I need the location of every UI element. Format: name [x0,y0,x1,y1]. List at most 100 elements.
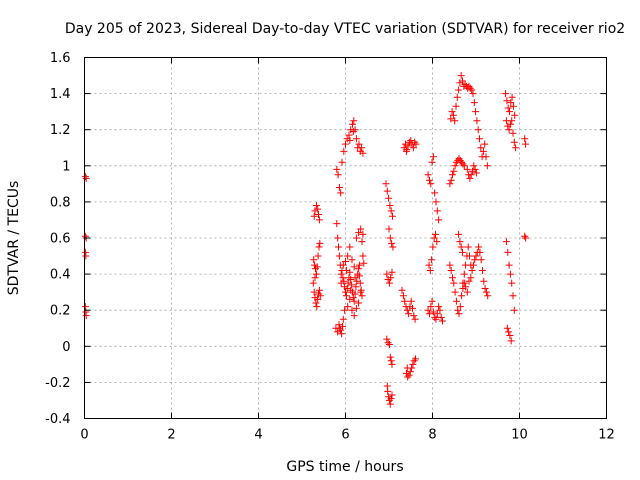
data-point [465,277,473,285]
data-point [383,270,391,278]
data-point [315,243,323,251]
data-point [340,147,348,155]
data-point [81,173,89,181]
data-point [382,180,390,188]
data-point [399,292,407,300]
data-point [433,310,441,318]
data-point [479,147,487,155]
data-point [467,274,475,282]
data-point [349,128,357,135]
y-tick-label: 0.8 [50,195,71,210]
data-point [349,294,357,302]
data-point [313,303,321,311]
data-point [464,243,472,251]
data-point [460,279,468,287]
data-point [412,140,420,148]
data-point [409,144,417,152]
data-point [450,167,458,175]
data-point [436,306,444,314]
y-tick-label: 1 [62,159,70,174]
data-point [343,285,351,292]
data-point [463,165,471,173]
data-point [347,286,355,294]
data-point [405,310,413,318]
data-point [466,252,473,260]
data-point [455,86,463,94]
data-point [348,256,356,264]
data-point [383,382,391,390]
data-point [81,232,89,240]
data-point [508,93,516,101]
data-point [459,160,467,168]
data-point [355,140,363,148]
data-point [346,295,354,303]
data-point [481,140,489,148]
data-point [404,373,412,381]
data-point [398,286,406,294]
data-point [402,147,410,155]
data-point [337,326,345,334]
data-point [316,239,324,247]
data-point [337,279,345,287]
data-point [468,267,476,274]
data-point [355,265,363,273]
data-point [460,270,468,278]
data-point [463,288,471,296]
data-point [315,216,323,224]
data-point [426,310,433,318]
data-point [477,144,485,152]
data-point [338,330,346,338]
y-axis-label: SDTVAR / TECUs [6,181,22,296]
data-point [388,391,396,399]
data-point [385,396,393,404]
y-tick-label: 0 [62,340,70,355]
data-point [355,261,363,269]
data-point [475,243,483,251]
data-point [482,153,490,161]
data-point [439,317,446,325]
data-point [458,158,466,166]
data-point [310,288,318,296]
data-point [383,335,391,343]
data-point [455,155,463,163]
data-point [314,252,322,260]
data-point [470,162,478,170]
data-point [333,165,341,173]
data-point [456,156,464,164]
data-point [505,261,513,269]
data-point [346,243,354,251]
data-point [388,239,396,247]
x-tick-label: 2 [167,428,175,443]
data-point [471,165,479,173]
data-point [426,267,434,274]
data-point [412,355,419,363]
data-point [509,292,517,300]
data-point [428,158,436,166]
data-point [335,184,343,191]
x-tick-label: 8 [428,428,436,443]
data-point [385,341,393,348]
data-point [359,230,367,238]
data-point [407,137,415,144]
data-point [504,248,512,256]
data-point [358,144,366,152]
data-point [429,153,437,161]
data-point [430,234,438,242]
data-point [465,82,473,90]
data-point [350,312,358,320]
data-point [512,144,520,152]
data-point [385,194,393,202]
data-point [357,225,365,233]
data-point [355,229,363,237]
data-point [484,292,492,300]
data-point [347,276,355,283]
data-point [339,315,347,323]
data-point [427,303,435,311]
data-point [431,313,439,321]
data-point [385,279,393,287]
data-point [479,267,486,274]
data-point [338,158,346,166]
data-point [360,259,368,267]
data-point [313,263,321,271]
data-point [358,238,366,246]
